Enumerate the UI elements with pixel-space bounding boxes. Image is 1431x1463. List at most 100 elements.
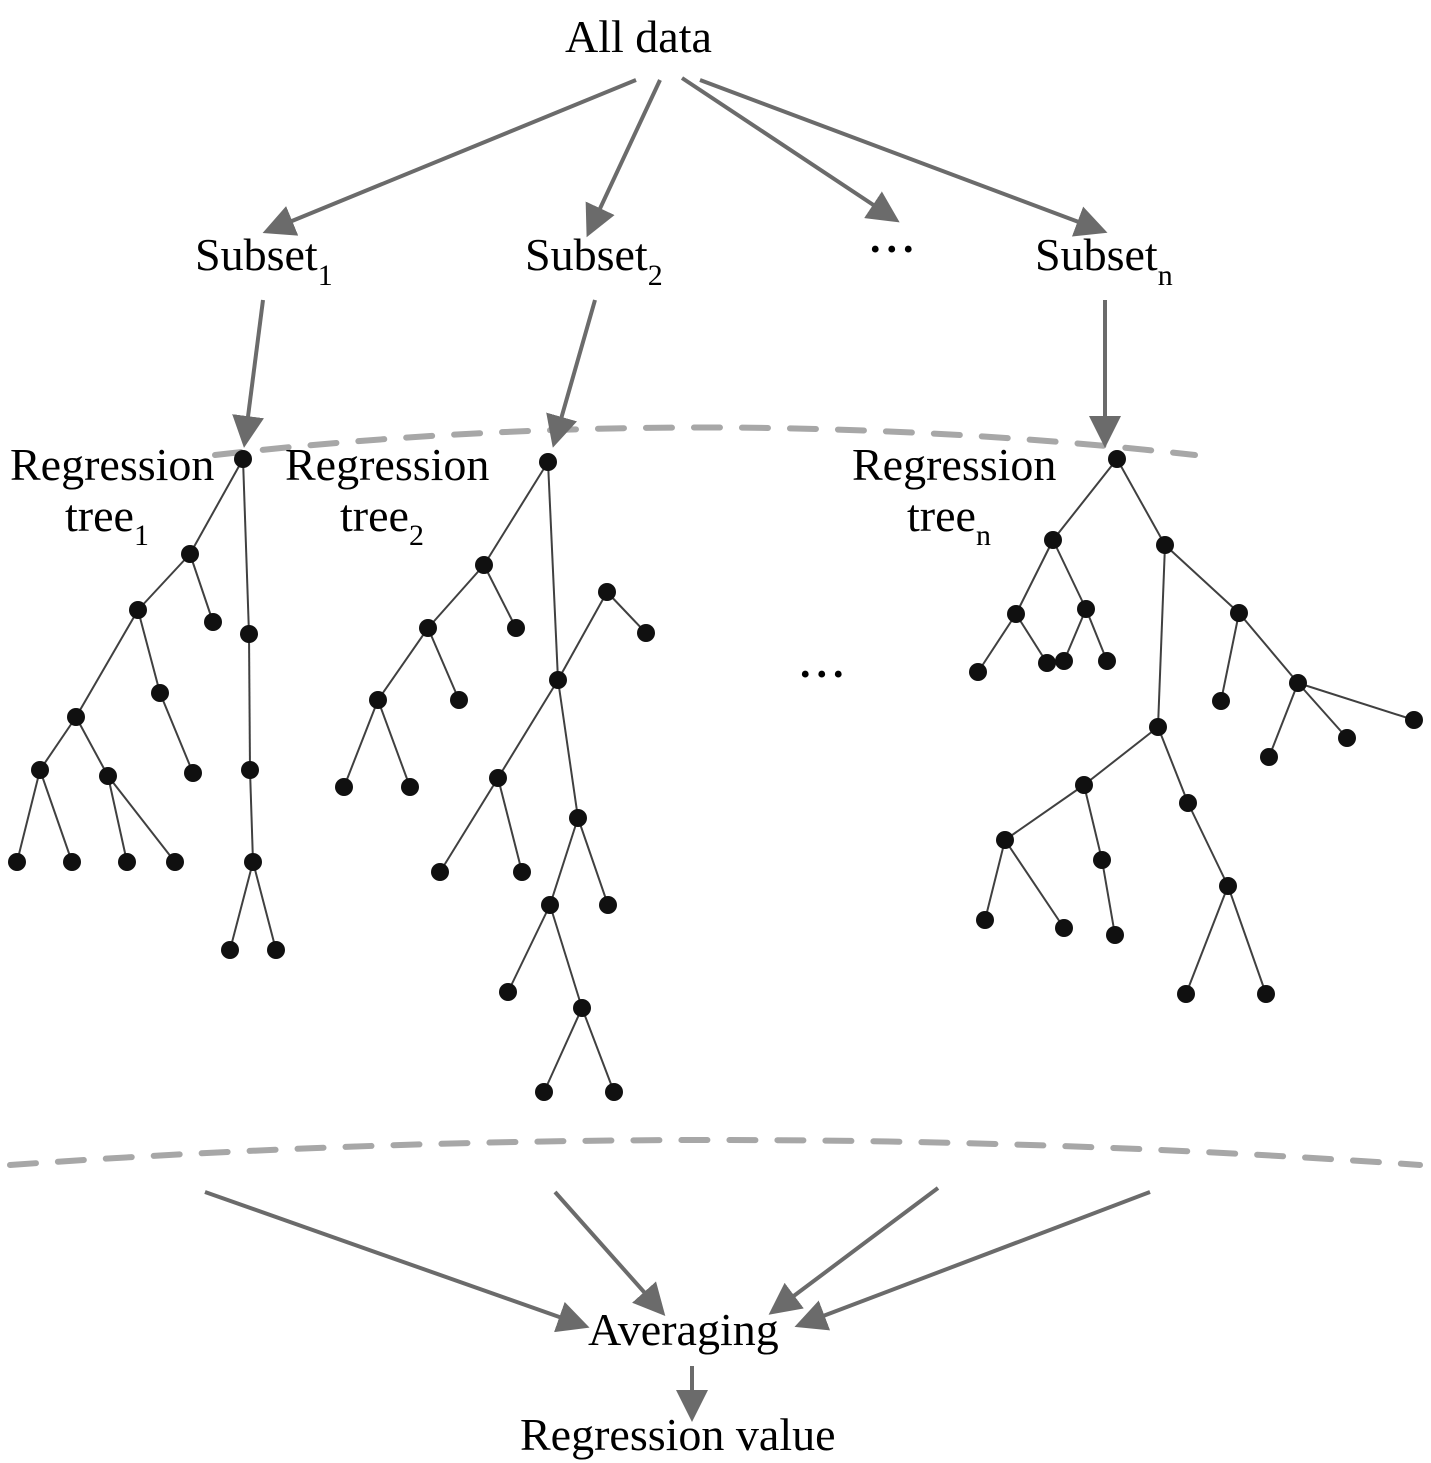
tree-node [431,863,449,881]
tree-edge [1053,459,1117,540]
tree-edge [1221,613,1239,701]
tree-n-line1: Regression [852,439,1056,490]
tree-edge [484,565,516,628]
tree-edge [1228,886,1266,994]
tree-node [1038,654,1056,672]
tree-edge [230,862,253,950]
tree-node [549,671,567,689]
tree-n-sub: n [976,519,991,552]
dashed-separator [10,1140,1420,1165]
subset-1-text: Subset [195,229,318,280]
tree-node [335,778,353,796]
tree-node [541,896,559,914]
tree-node [8,853,26,871]
tree-edge [1158,727,1188,803]
tree-edge [484,462,548,565]
tree-edge [508,905,550,992]
tree-edge [428,628,459,700]
tree-node [1077,600,1095,618]
tree-edge [138,554,190,610]
subset-2-sub: 2 [648,259,663,292]
tree-node [1230,604,1248,622]
flow-arrow [205,1192,582,1325]
diagram-canvas: All data Subset1 Subset2 Subsetn ... ...… [0,0,1431,1463]
tree-node [63,853,81,871]
tree-edge [344,700,378,787]
tree-edge [558,592,607,680]
tree-edge [378,628,428,700]
tree-node [507,619,525,637]
tree-edge [558,680,578,818]
tree-edge [1053,540,1086,609]
tree-edge [1084,727,1158,785]
tree-node [1149,718,1167,736]
tree-node [1260,748,1278,766]
label-tree-1: Regression tree1 [10,440,214,549]
tree-edge [1239,613,1298,683]
tree-node [151,684,169,702]
tree-2-line2: tree [340,490,409,541]
label-subset-n: Subsetn [1035,230,1173,288]
tree-node [240,625,258,643]
tree-node [1075,776,1093,794]
tree-node [513,863,531,881]
ellipsis-subsets: ... [870,215,920,263]
tree-edge [582,1008,614,1092]
tree-edge [1005,785,1084,840]
label-subset-1: Subset1 [195,230,333,288]
tree-node [1055,919,1073,937]
tree-edge [1102,860,1115,935]
tree-node [1219,877,1237,895]
flow-arrow [270,80,636,230]
tree-node [569,809,587,827]
tree-node [1156,536,1174,554]
label-subset-2: Subset2 [525,230,663,288]
tree-node [1179,794,1197,812]
tree-edge [76,610,138,717]
flow-arrow [245,300,263,440]
tree-edge [40,717,76,770]
tree-edge [378,700,410,787]
tree-edge [1188,803,1228,886]
tree-node [1177,985,1195,1003]
tree-edge [190,554,213,622]
tree-edge [253,862,276,950]
tree-node [1055,652,1073,670]
tree-edge [1165,545,1239,613]
tree-node [244,853,262,871]
tree-node [1007,605,1025,623]
flow-arrow [590,80,660,230]
label-tree-n: Regression treen [852,440,1056,549]
flow-arrow [700,80,1100,230]
tree-node [204,613,222,631]
tree-edge [550,818,578,905]
tree-node [598,583,616,601]
tree-1-sub: 1 [134,519,149,552]
tree-edge [428,565,484,628]
tree-node [1098,652,1116,670]
tree-edge [1269,683,1298,757]
tree-node [1338,729,1356,747]
tree-edge [160,693,193,773]
tree-node [369,691,387,709]
subset-2-text: Subset [525,229,648,280]
subset-n-text: Subset [1035,229,1158,280]
tree-node [450,691,468,709]
tree-node [99,767,117,785]
tree-node [1108,450,1126,468]
tree-node [573,999,591,1017]
tree-edge [985,840,1005,920]
tree-node [118,853,136,871]
tree-node [129,601,147,619]
tree-node [1257,985,1275,1003]
tree-edge [1186,886,1228,994]
tree-node [996,831,1014,849]
tree-edge [40,770,72,862]
tree-edge [544,1008,582,1092]
tree-node [599,896,617,914]
tree-node [234,450,252,468]
tree-2-line1: Regression [285,439,489,490]
tree-node [539,453,557,471]
tree-node [31,761,49,779]
tree-node [1289,674,1307,692]
